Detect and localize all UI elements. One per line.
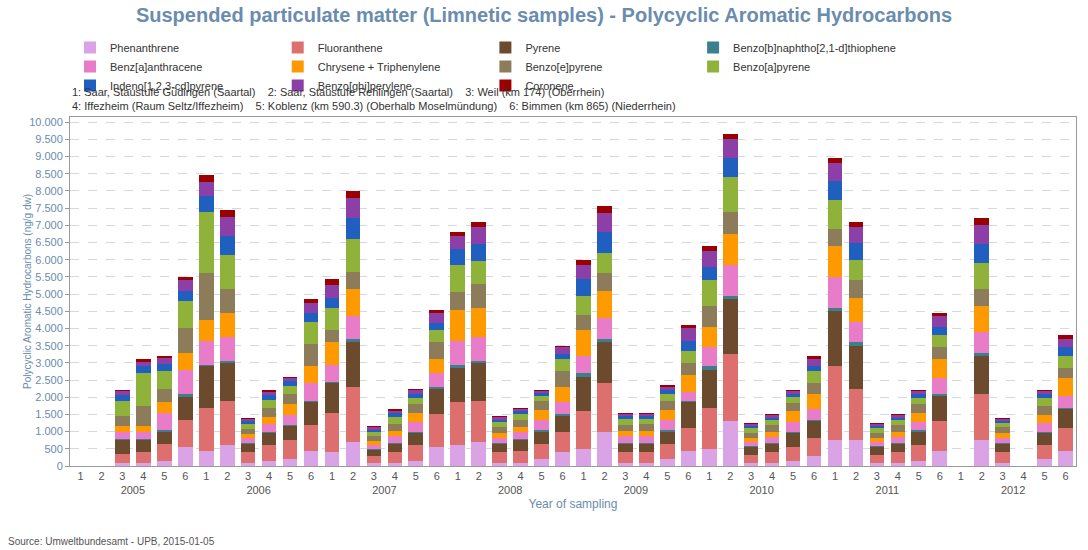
svg-text:1.000: 1.000 — [35, 425, 63, 437]
svg-text:8.000: 8.000 — [35, 185, 63, 197]
svg-text:3: 3 — [371, 470, 377, 482]
svg-text:4: 4 — [140, 470, 146, 482]
svg-text:Year of sampling: Year of sampling — [529, 497, 618, 511]
svg-text:4: 4 — [643, 470, 649, 482]
svg-text:4: 4 — [1021, 470, 1027, 482]
svg-text:Benzo[a]pyrene: Benzo[a]pyrene — [733, 61, 810, 73]
svg-text:2: 2 — [853, 470, 859, 482]
svg-text:5: 5 — [413, 470, 419, 482]
svg-text:2007: 2007 — [372, 484, 396, 496]
svg-text:5: 5 — [287, 470, 293, 482]
svg-text:2009: 2009 — [624, 484, 648, 496]
svg-text:5.500: 5.500 — [35, 271, 63, 283]
svg-text:10.000: 10.000 — [29, 116, 63, 128]
svg-text:4.500: 4.500 — [35, 305, 63, 317]
svg-text:5.000: 5.000 — [35, 288, 63, 300]
svg-text:3: 3 — [748, 470, 754, 482]
svg-text:3: 3 — [245, 470, 251, 482]
svg-text:Indeno[1,2,3-cd]pyrene: Indeno[1,2,3-cd]pyrene — [110, 80, 223, 92]
svg-text:5: 5 — [1041, 470, 1047, 482]
svg-text:Pyrene: Pyrene — [525, 42, 560, 54]
svg-text:3: 3 — [497, 470, 503, 482]
svg-text:1: 1 — [77, 470, 83, 482]
svg-text:Source: Umweltbundesamt - UPB,: Source: Umweltbundesamt - UPB, 2015-01-0… — [8, 536, 215, 547]
svg-text:Suspended particulate matter (: Suspended particulate matter (Limnetic s… — [136, 4, 952, 26]
svg-text:5: 5 — [916, 470, 922, 482]
svg-text:1: Saar, Staustufe Güdingen (S: 1: Saar, Staustufe Güdingen (Saartal) 2:… — [72, 86, 676, 112]
svg-text:6: 6 — [937, 470, 943, 482]
svg-text:3: 3 — [1000, 470, 1006, 482]
svg-text:6.500: 6.500 — [35, 236, 63, 248]
svg-text:4: 4 — [769, 470, 775, 482]
svg-text:1: 1 — [580, 470, 586, 482]
svg-text:3.500: 3.500 — [35, 340, 63, 352]
svg-text:5: 5 — [664, 470, 670, 482]
svg-text:Fluoranthene: Fluoranthene — [318, 42, 383, 54]
svg-text:6: 6 — [685, 470, 691, 482]
svg-text:1: 1 — [329, 470, 335, 482]
svg-text:2011: 2011 — [876, 484, 900, 496]
svg-text:2006: 2006 — [246, 484, 270, 496]
svg-text:Phenanthrene: Phenanthrene — [110, 42, 179, 54]
svg-text:2010: 2010 — [749, 484, 773, 496]
svg-text:2: 2 — [601, 470, 607, 482]
svg-text:4: 4 — [266, 470, 272, 482]
svg-text:1.500: 1.500 — [35, 408, 63, 420]
svg-text:4: 4 — [518, 470, 524, 482]
svg-text:Benz[a]anthracene: Benz[a]anthracene — [110, 61, 202, 73]
svg-text:6.000: 6.000 — [35, 254, 63, 266]
svg-text:Coronene: Coronene — [525, 80, 573, 92]
svg-text:1: 1 — [832, 470, 838, 482]
svg-text:6: 6 — [811, 470, 817, 482]
svg-text:2: 2 — [98, 470, 104, 482]
svg-text:1: 1 — [706, 470, 712, 482]
svg-text:2: 2 — [476, 470, 482, 482]
svg-text:Polycyclic Aromatic Hydrocarbo: Polycyclic Aromatic Hydrocarbons (ng/g d… — [22, 194, 33, 389]
svg-text:2: 2 — [350, 470, 356, 482]
svg-text:6: 6 — [308, 470, 314, 482]
svg-text:4: 4 — [895, 470, 901, 482]
svg-text:1: 1 — [455, 470, 461, 482]
svg-text:4.000: 4.000 — [35, 322, 63, 334]
svg-text:5: 5 — [161, 470, 167, 482]
svg-text:3: 3 — [622, 470, 628, 482]
svg-text:1: 1 — [958, 470, 964, 482]
svg-text:5: 5 — [790, 470, 796, 482]
svg-text:7.500: 7.500 — [35, 202, 63, 214]
svg-text:0: 0 — [57, 460, 63, 472]
svg-text:2008: 2008 — [498, 484, 522, 496]
svg-text:4: 4 — [392, 470, 398, 482]
svg-text:5: 5 — [538, 470, 544, 482]
svg-text:2: 2 — [224, 470, 230, 482]
svg-text:1: 1 — [203, 470, 209, 482]
svg-text:Benzo[e]pyrene: Benzo[e]pyrene — [525, 61, 602, 73]
svg-text:Benzo[b]naphtho[2,1-d]thiophen: Benzo[b]naphtho[2,1-d]thiophene — [733, 42, 896, 54]
svg-text:6: 6 — [182, 470, 188, 482]
svg-text:500: 500 — [44, 443, 62, 455]
svg-text:6: 6 — [559, 470, 565, 482]
svg-text:3: 3 — [874, 470, 880, 482]
svg-text:2: 2 — [979, 470, 985, 482]
svg-text:9.500: 9.500 — [35, 133, 63, 145]
svg-text:7.000: 7.000 — [35, 219, 63, 231]
svg-text:6: 6 — [1062, 470, 1068, 482]
svg-text:6: 6 — [434, 470, 440, 482]
svg-text:2.500: 2.500 — [35, 374, 63, 386]
svg-text:Benzo[ghi]perylene: Benzo[ghi]perylene — [318, 80, 412, 92]
svg-text:2005: 2005 — [121, 484, 145, 496]
svg-text:2: 2 — [727, 470, 733, 482]
svg-text:9.000: 9.000 — [35, 150, 63, 162]
svg-text:2012: 2012 — [1001, 484, 1025, 496]
svg-text:Chrysene + Triphenylene: Chrysene + Triphenylene — [318, 61, 441, 73]
svg-text:3.000: 3.000 — [35, 357, 63, 369]
svg-text:8.500: 8.500 — [35, 168, 63, 180]
svg-text:3: 3 — [119, 470, 125, 482]
svg-text:2.000: 2.000 — [35, 391, 63, 403]
